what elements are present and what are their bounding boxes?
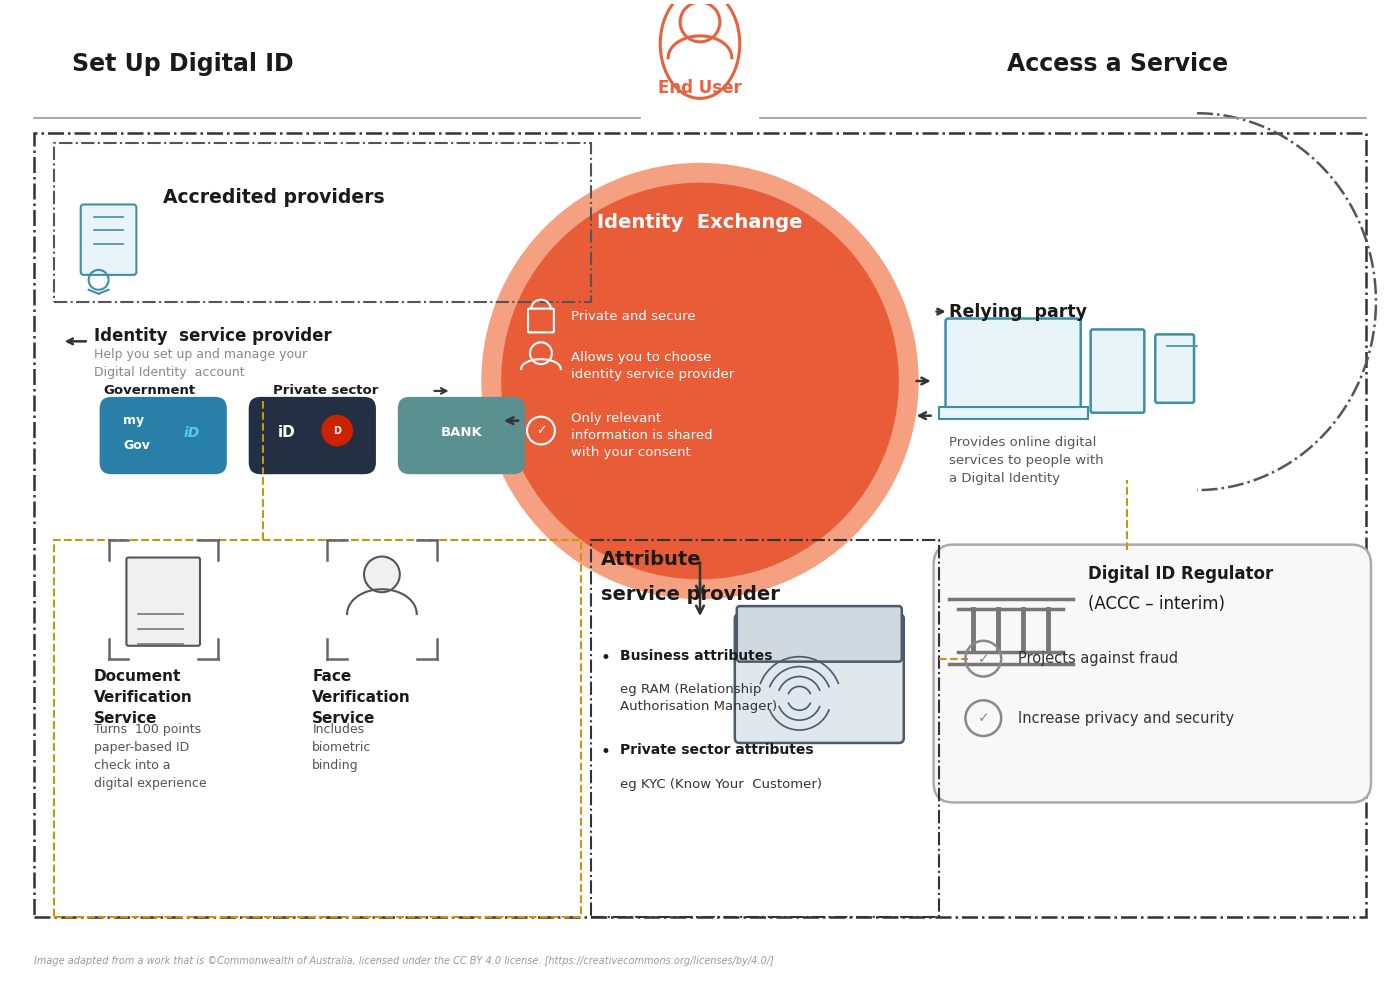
Text: ✓: ✓ bbox=[536, 424, 546, 437]
FancyBboxPatch shape bbox=[126, 558, 200, 646]
Text: Identity  service provider: Identity service provider bbox=[94, 327, 332, 345]
Text: D: D bbox=[333, 426, 342, 436]
Circle shape bbox=[482, 163, 918, 599]
FancyBboxPatch shape bbox=[945, 319, 1081, 409]
FancyBboxPatch shape bbox=[249, 397, 377, 474]
Circle shape bbox=[364, 557, 400, 592]
Text: Private and secure: Private and secure bbox=[571, 310, 696, 323]
FancyBboxPatch shape bbox=[99, 397, 227, 474]
Bar bbox=[53, 143, 591, 302]
Text: Gov: Gov bbox=[123, 439, 150, 452]
FancyBboxPatch shape bbox=[81, 204, 136, 275]
FancyBboxPatch shape bbox=[1155, 334, 1194, 403]
Text: eg KYC (Know Your  Customer): eg KYC (Know Your Customer) bbox=[620, 778, 822, 791]
Text: Allows you to choose
identity service provider: Allows you to choose identity service pr… bbox=[571, 351, 734, 381]
FancyBboxPatch shape bbox=[398, 397, 525, 474]
Text: Provides online digital
services to people with
a Digital Identity: Provides online digital services to peop… bbox=[949, 436, 1103, 485]
FancyBboxPatch shape bbox=[934, 545, 1371, 802]
Text: Includes
biometric
binding: Includes biometric binding bbox=[312, 723, 371, 772]
Bar bbox=[53, 540, 581, 916]
Circle shape bbox=[321, 415, 353, 446]
Text: Identity  Exchange: Identity Exchange bbox=[598, 213, 802, 232]
FancyBboxPatch shape bbox=[736, 606, 902, 662]
Text: Set Up Digital ID: Set Up Digital ID bbox=[73, 52, 294, 76]
Text: Accredited providers: Accredited providers bbox=[164, 188, 385, 207]
Text: iD: iD bbox=[277, 425, 295, 440]
Text: Projects against fraud: Projects against fraud bbox=[1018, 651, 1179, 666]
Text: Relying  party: Relying party bbox=[949, 303, 1086, 321]
Bar bbox=[34, 133, 1366, 916]
FancyBboxPatch shape bbox=[735, 614, 904, 743]
Text: iD: iD bbox=[183, 426, 199, 440]
Text: service provider: service provider bbox=[601, 585, 780, 604]
Text: Increase privacy and security: Increase privacy and security bbox=[1018, 711, 1235, 726]
Text: Only relevant
information is shared
with your consent: Only relevant information is shared with… bbox=[571, 412, 713, 459]
Text: Attribute: Attribute bbox=[601, 550, 701, 569]
Text: •: • bbox=[601, 649, 610, 667]
Text: Document
Verification
Service: Document Verification Service bbox=[94, 669, 192, 726]
Text: •: • bbox=[601, 743, 610, 761]
Text: ✓: ✓ bbox=[977, 652, 990, 666]
Text: Business attributes: Business attributes bbox=[620, 649, 773, 663]
Text: my: my bbox=[123, 414, 144, 427]
FancyBboxPatch shape bbox=[1091, 329, 1144, 413]
Text: Help you set up and manage your
Digital Identity  account: Help you set up and manage your Digital … bbox=[94, 348, 307, 379]
Circle shape bbox=[501, 183, 899, 579]
Text: BANK: BANK bbox=[441, 426, 483, 439]
Text: Private sector: Private sector bbox=[273, 384, 378, 397]
Text: Digital ID Regulator: Digital ID Regulator bbox=[1088, 565, 1273, 583]
Text: Access a Service: Access a Service bbox=[1007, 52, 1228, 76]
Text: Private sector attributes: Private sector attributes bbox=[620, 743, 815, 757]
Text: Image adapted from a work that is ©Commonwealth of Australia, licensed under the: Image adapted from a work that is ©Commo… bbox=[34, 956, 774, 966]
Bar bbox=[938, 407, 1088, 419]
Text: ✓: ✓ bbox=[977, 711, 990, 725]
Text: (ACCC – interim): (ACCC – interim) bbox=[1088, 595, 1225, 613]
Text: Government: Government bbox=[104, 384, 196, 397]
Text: Turns  100 points
paper-based ID
check into a
digital experience: Turns 100 points paper-based ID check in… bbox=[94, 723, 206, 790]
Bar bbox=[591, 540, 938, 916]
Text: eg RAM (Relationship
Authorisation Manager): eg RAM (Relationship Authorisation Manag… bbox=[620, 683, 777, 713]
Text: End User: End User bbox=[658, 79, 742, 97]
Text: Face
Verification
Service: Face Verification Service bbox=[312, 669, 412, 726]
